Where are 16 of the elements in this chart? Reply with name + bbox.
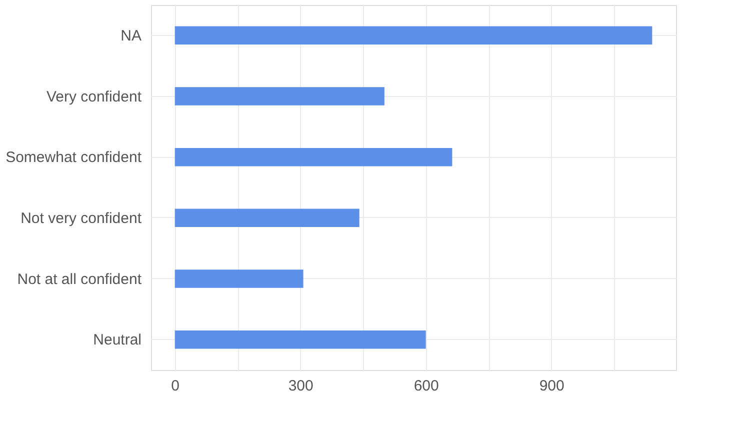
bar <box>174 148 452 166</box>
bar <box>174 26 652 45</box>
y-tick-label: NA <box>120 27 142 44</box>
y-tick-label: Not at all confident <box>17 270 142 288</box>
y-tick-label: Neutral <box>93 332 142 349</box>
bar <box>174 87 384 106</box>
x-tick-label: 900 <box>539 378 564 394</box>
bar <box>174 270 304 288</box>
y-tick-label: Not very confident <box>20 210 142 227</box>
x-tick-label: 300 <box>288 378 314 394</box>
bar <box>174 330 426 349</box>
y-tick-label: Very confident <box>46 88 142 106</box>
bar <box>174 208 360 228</box>
y-tick-label: Somewhat confident <box>6 149 142 166</box>
x-tick-label: 600 <box>414 378 439 394</box>
x-tick-label: 0 <box>171 378 180 394</box>
